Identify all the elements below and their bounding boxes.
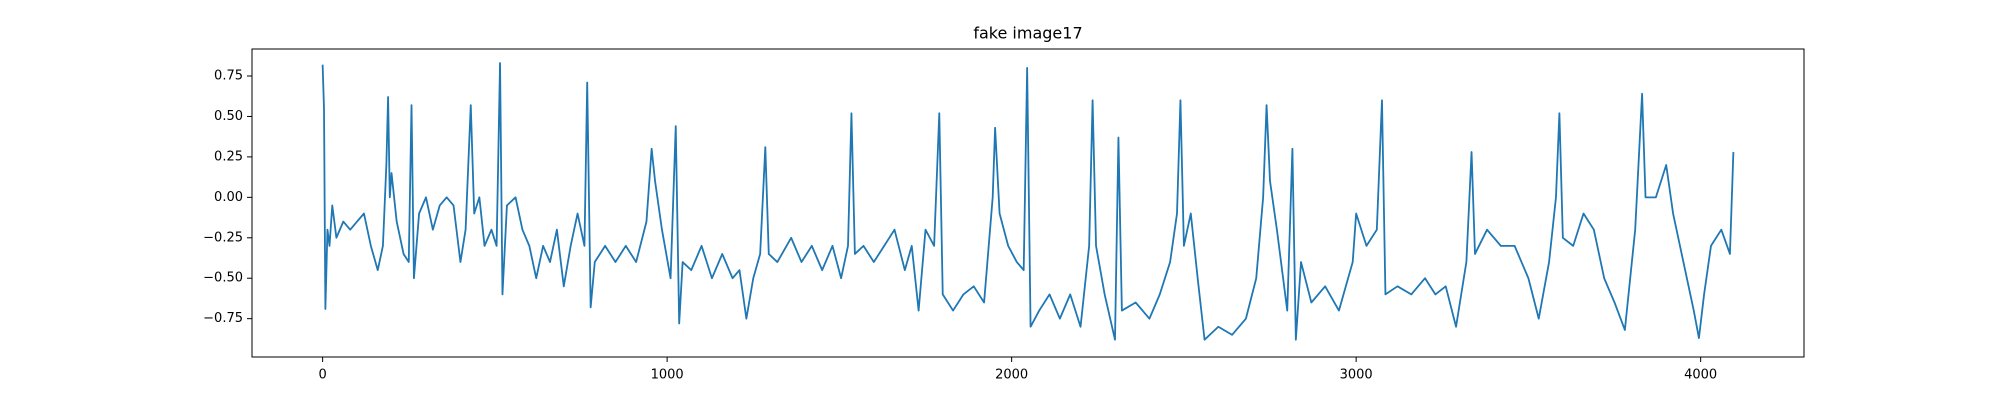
x-tick-label: 1000: [651, 368, 684, 383]
x-tick-label: 3000: [1340, 368, 1373, 383]
y-tick-label: 0.75: [214, 69, 243, 84]
y-tick-label: −0.75: [203, 311, 243, 326]
plot-frame: [251, 48, 1805, 358]
y-tick-label: −0.25: [203, 230, 243, 245]
x-tick-label: 2000: [995, 368, 1028, 383]
data-line: [321, 62, 1735, 341]
y-tick-label: 0.00: [214, 190, 243, 205]
y-tick-label: 0.25: [214, 149, 243, 164]
x-tick-label: 0: [318, 368, 326, 383]
y-tick-label: 0.50: [214, 109, 243, 124]
x-tick-label: 4000: [1684, 368, 1717, 383]
chart-title: fake image17: [973, 24, 1082, 43]
y-tick-label: −0.50: [203, 271, 243, 286]
